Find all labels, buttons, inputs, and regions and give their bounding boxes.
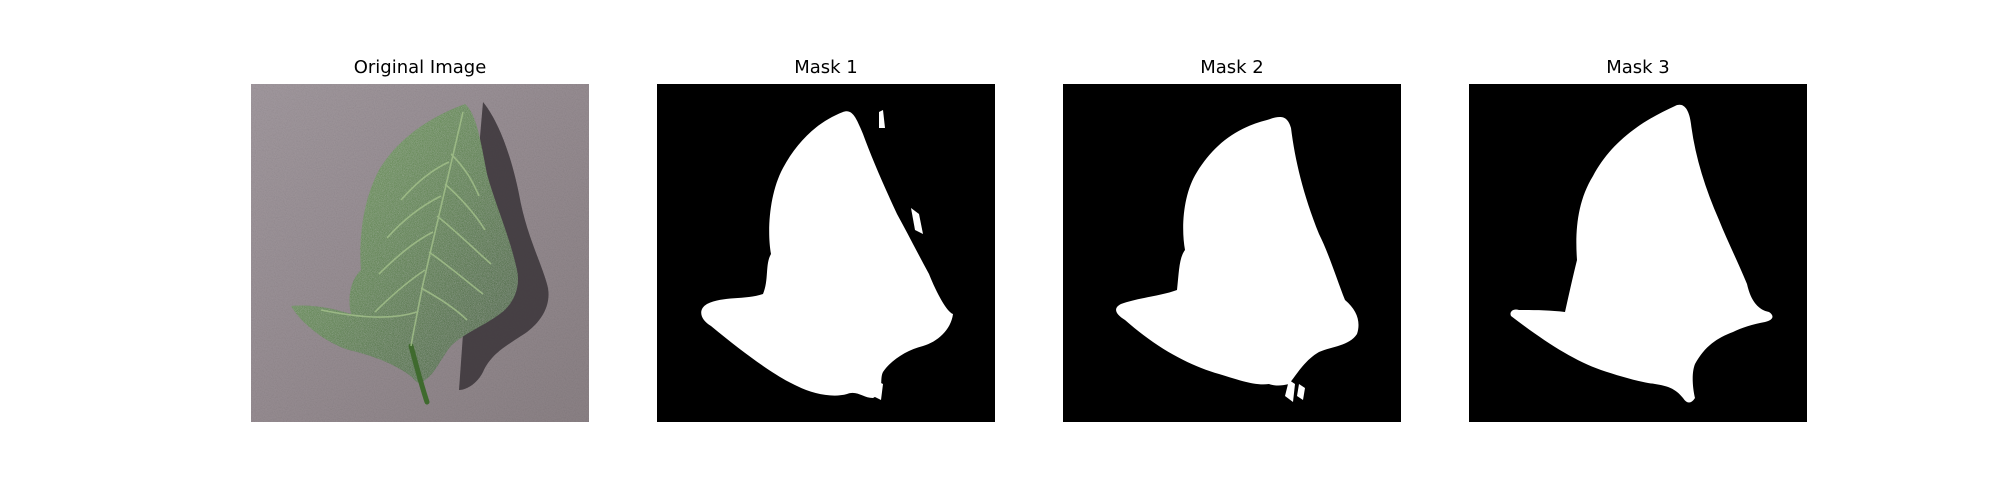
- panel-title-original: Original Image: [353, 57, 487, 78]
- mask-2: [1063, 84, 1401, 422]
- mask-3: [1469, 84, 1807, 422]
- mask-foreground: [1510, 104, 1773, 403]
- mask-foreground: [701, 111, 953, 399]
- panel-title-mask-3: Mask 3: [1606, 57, 1670, 78]
- leaf-veins: [320, 111, 492, 347]
- leaf-photo: [251, 84, 589, 422]
- leaf: [291, 104, 519, 383]
- panel-title-mask-1: Mask 1: [794, 57, 858, 78]
- mask-foreground: [1116, 117, 1359, 386]
- panel-title-mask-2: Mask 2: [1200, 57, 1264, 78]
- leaf-stem: [408, 343, 430, 405]
- original-image: [251, 84, 589, 422]
- mask-1: [657, 84, 995, 422]
